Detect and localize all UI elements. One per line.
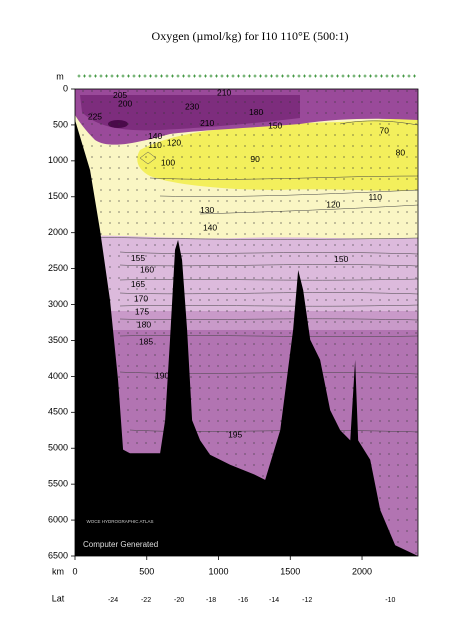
lat-tick-label: -12 — [302, 597, 312, 604]
x-tick-label: 1500 — [280, 566, 300, 576]
contour-label: 180 — [249, 107, 263, 117]
contour-label: 185 — [139, 336, 153, 346]
contour-label: 150 — [268, 120, 282, 130]
contour-label: 150 — [334, 254, 348, 264]
contour-label: 120 — [167, 137, 181, 147]
station-markers — [75, 72, 418, 80]
contour-label: 130 — [200, 205, 214, 215]
x-tick-label: 500 — [139, 566, 154, 576]
contour-label: 175 — [135, 306, 149, 316]
contour-label: 120 — [326, 199, 340, 209]
contour-label: 100 — [161, 157, 175, 167]
contour-label: 140 — [148, 131, 162, 141]
y-tick-label: 1500 — [48, 191, 68, 201]
contour-label: 155 — [131, 253, 145, 263]
y-tick-label: 6000 — [48, 514, 68, 524]
y-tick-label: 500 — [53, 119, 68, 129]
chart-title: Oxygen (µmol/kg) for I10 110°E (500:1) — [152, 29, 349, 43]
y-tick-label: 5500 — [48, 479, 68, 489]
lat-tick-label: -16 — [238, 597, 248, 604]
contour-label: 165 — [131, 279, 145, 289]
contour-label: 180 — [137, 319, 151, 329]
contour-label: 230 — [185, 101, 199, 111]
x-axis-label: km — [52, 566, 64, 576]
y-tick-label: 3000 — [48, 299, 68, 309]
y-axis-label: m — [56, 71, 64, 81]
contour-label: 110 — [148, 140, 162, 150]
contour-label: 210 — [217, 87, 231, 97]
x-tick-label: 2000 — [352, 566, 372, 576]
contour-label: 225 — [88, 111, 102, 121]
plot-frame — [74, 88, 419, 557]
lat-tick-label: -14 — [269, 597, 279, 604]
y-tick-label: 2500 — [48, 263, 68, 273]
y-tick-label: 4000 — [48, 371, 68, 381]
lat-tick-label: -22 — [141, 597, 151, 604]
x-tick-label: 0 — [72, 566, 77, 576]
y-tick-label: 1000 — [48, 155, 68, 165]
y-tick-label: 5000 — [48, 443, 68, 453]
y-tick-label: 6500 — [48, 550, 68, 560]
contour-label: 195 — [228, 429, 242, 439]
bathymetry — [75, 119, 418, 556]
contour-label: 205 — [113, 90, 127, 100]
y-tick-label: 0 — [63, 83, 68, 93]
lat-axis-label: Lat — [52, 593, 65, 603]
x-tick-label: 1000 — [208, 566, 228, 576]
lat-tick-label: -20 — [174, 597, 184, 604]
logo: WOCE HYDROGRAPHIC ATLAS — [87, 519, 154, 524]
contour-label: 140 — [203, 222, 217, 232]
contour-label: 110 — [368, 192, 382, 202]
y-tick-label: 2000 — [48, 227, 68, 237]
lat-tick-label: -18 — [206, 597, 216, 604]
y-tick-label: 4500 — [48, 407, 68, 417]
lat-tick-label: -10 — [385, 597, 395, 604]
contour-label: 160 — [140, 264, 154, 274]
contour-label: 200 — [118, 98, 132, 108]
y-tick-label: 3500 — [48, 335, 68, 345]
lat-tick-label: -24 — [108, 597, 118, 604]
footer: Computer Generated — [83, 540, 158, 549]
contour-label: 80 — [396, 147, 406, 157]
contour-label: 190 — [155, 370, 169, 380]
contour-label: 90 — [250, 154, 260, 164]
contour-label: 210 — [200, 118, 214, 128]
contour-label: 170 — [134, 293, 148, 303]
contour-label: 70 — [380, 125, 390, 135]
